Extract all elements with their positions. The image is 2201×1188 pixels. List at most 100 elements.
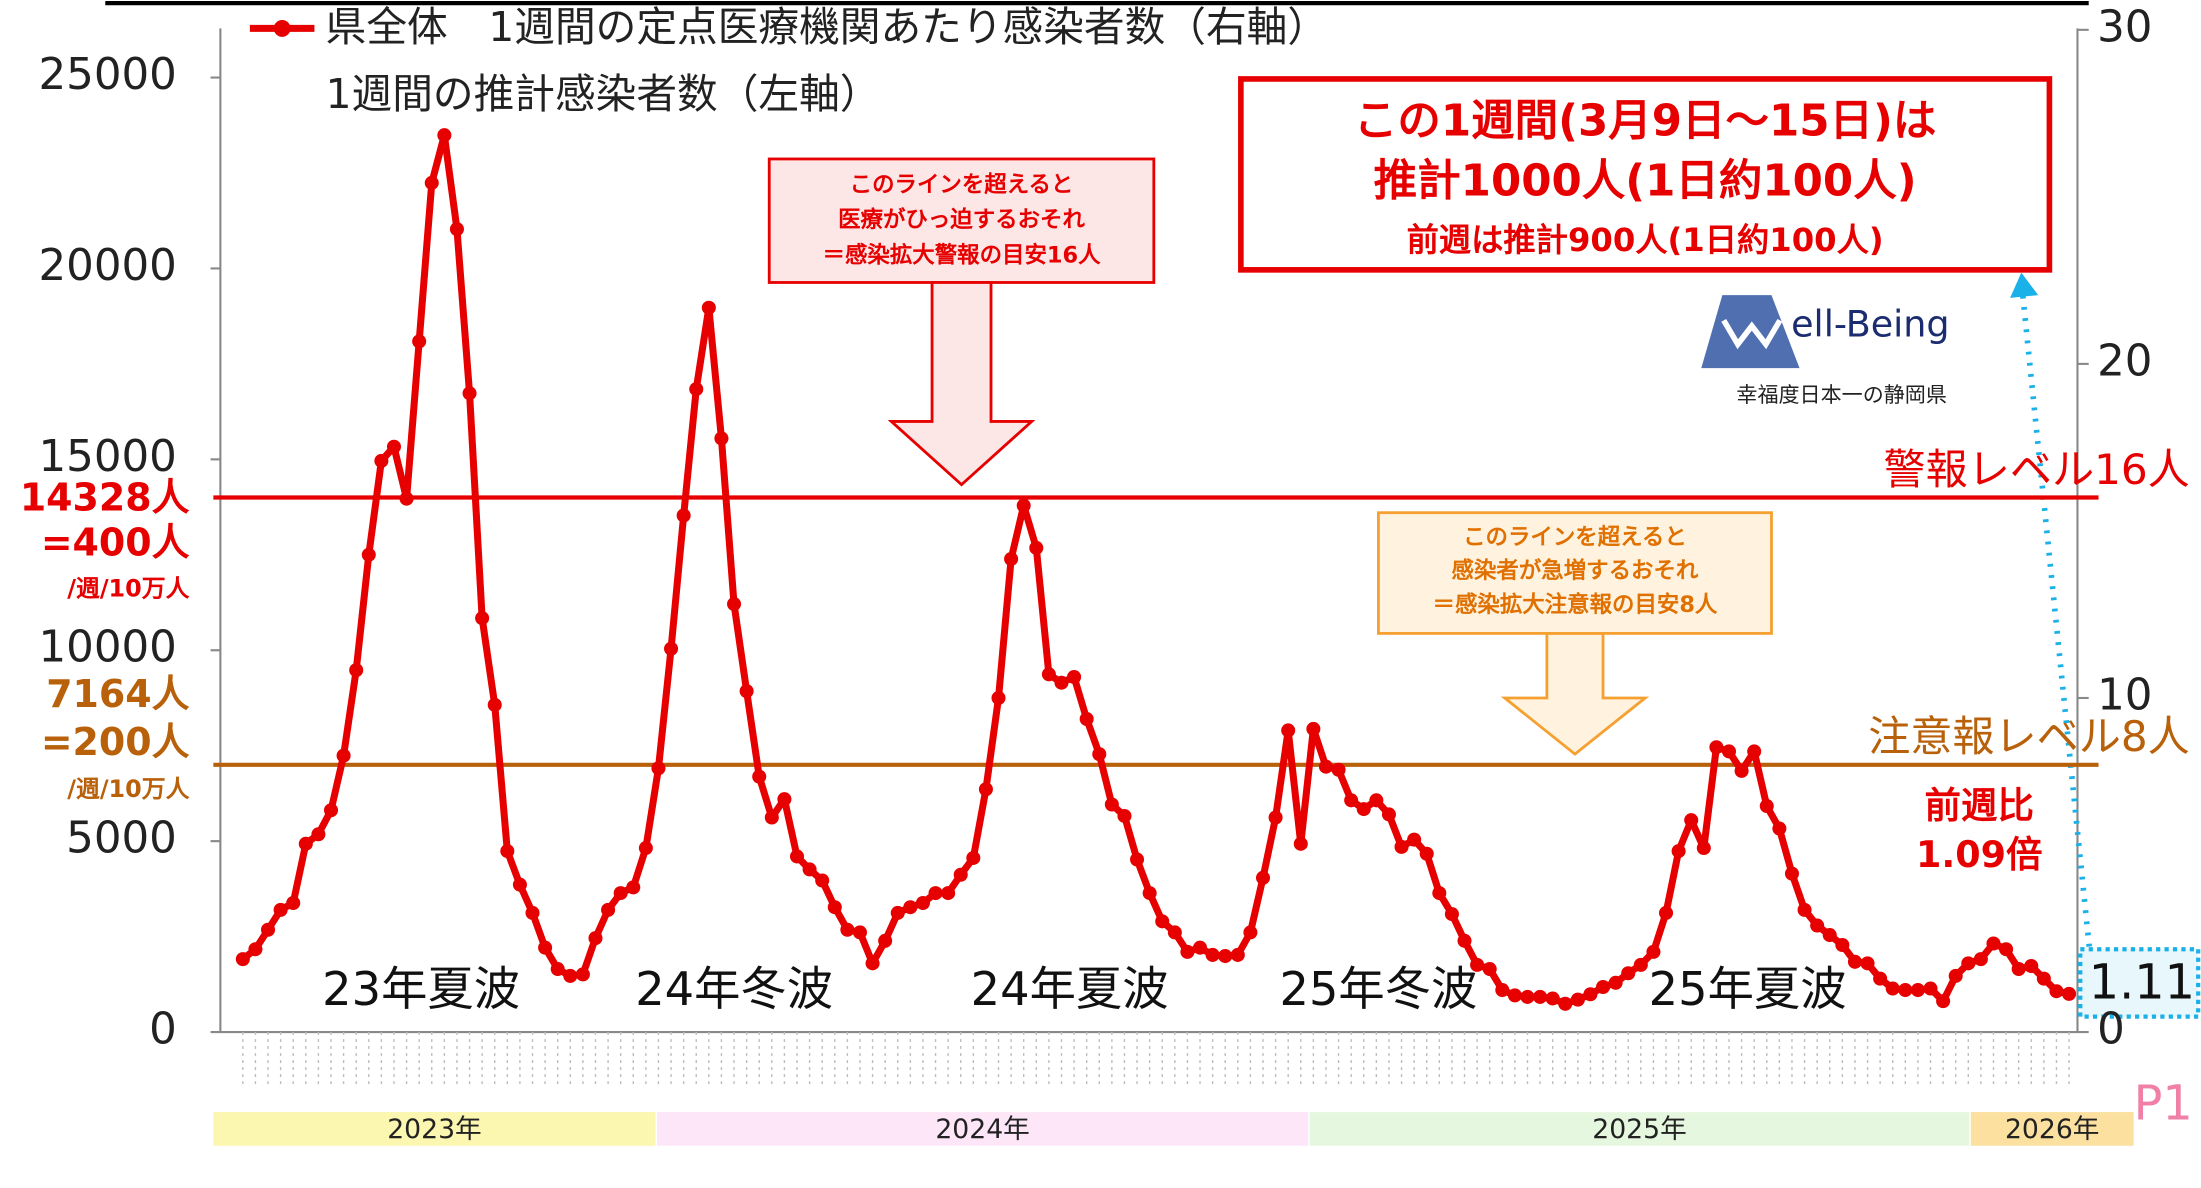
data-point <box>664 641 679 656</box>
data-point <box>575 967 590 982</box>
data-point <box>412 334 427 349</box>
data-point <box>1054 675 1069 690</box>
data-point <box>941 886 956 901</box>
y2-tick-label: 20 <box>2097 336 2152 386</box>
legend-marker <box>273 19 291 37</box>
alert-box <box>767 157 1156 284</box>
data-point <box>261 922 276 937</box>
data-point <box>235 952 250 967</box>
data-point <box>2011 962 2026 977</box>
data-point <box>2036 971 2051 986</box>
reference-left-label: /週/10万人 <box>67 775 189 803</box>
legend-label: 県全体 1週間の定点医療機関あたり感染者数（右軸） <box>326 3 1328 51</box>
data-point <box>2062 986 2077 1001</box>
data-point <box>739 684 754 699</box>
data-point <box>1873 971 1888 986</box>
data-point <box>563 968 578 983</box>
alert-text: ＝感染拡大警報の目安16人 <box>823 241 1102 268</box>
data-point <box>1356 802 1371 817</box>
data-point <box>512 877 527 892</box>
data-point <box>1268 810 1283 825</box>
reference-label: 注意報レベル8人 <box>1868 712 2190 761</box>
y2-tick-label: 30 <box>2097 2 2152 52</box>
summary-text: この1週間(3月9日～15日)は <box>1354 96 1937 146</box>
data-point <box>651 761 666 776</box>
data-point <box>1016 498 1031 513</box>
data-point <box>915 895 930 911</box>
year-band <box>213 1112 656 1146</box>
year-band <box>656 1112 1309 1146</box>
wave-label: 23年夏波 <box>322 962 520 1016</box>
y2-tick-label: 0 <box>2097 1005 2125 1055</box>
data-point <box>298 836 313 851</box>
data-point <box>1545 991 1560 1006</box>
data-point <box>1898 983 1913 998</box>
data-point <box>1784 866 1799 881</box>
data-point <box>1999 942 2014 957</box>
year-label: 2024年 <box>935 1114 1030 1145</box>
data-point <box>1759 799 1774 814</box>
data-point <box>2049 984 2064 999</box>
data-point <box>638 841 653 856</box>
data-point <box>1004 551 1019 567</box>
data-point <box>1860 956 1875 971</box>
data-point <box>1482 962 1497 977</box>
data-point <box>991 690 1006 705</box>
data-point <box>890 905 905 920</box>
data-point <box>1230 947 1245 962</box>
data-point <box>1734 763 1749 778</box>
data-point <box>1973 952 1988 967</box>
data-point <box>1344 793 1359 808</box>
data-point <box>1130 852 1145 867</box>
wave-label: 24年冬波 <box>635 962 833 1016</box>
data-point <box>928 886 943 901</box>
data-point <box>1369 793 1384 808</box>
data-point <box>1797 902 1812 917</box>
data-point <box>1079 711 1094 726</box>
data-point <box>588 931 603 946</box>
data-point <box>752 769 767 784</box>
data-point <box>1306 721 1321 736</box>
reference-left-label: /週/10万人 <box>67 574 189 602</box>
data-point <box>1772 821 1787 836</box>
data-point <box>1167 925 1182 940</box>
logo-w <box>1721 318 1783 350</box>
data-point <box>1444 907 1459 922</box>
data-point <box>1646 944 1661 959</box>
data-point <box>827 900 842 915</box>
caution-text: このラインを超えると <box>1463 524 1687 550</box>
data-point <box>248 942 263 957</box>
data-point <box>1671 844 1686 859</box>
data-point <box>1709 740 1724 755</box>
data-point <box>802 862 817 877</box>
data-point <box>1419 846 1434 861</box>
data-point <box>1659 905 1674 920</box>
reference-left-label: 14328人 <box>20 476 190 520</box>
data-point <box>286 895 301 911</box>
ratio-text: 1.09倍 <box>1916 833 2043 876</box>
data-point <box>1041 667 1056 682</box>
data-point <box>1684 813 1699 828</box>
data-point <box>1381 807 1396 822</box>
reference-left-label: =200人 <box>41 720 190 764</box>
data-point <box>1495 983 1510 998</box>
data-point <box>1520 989 1535 1004</box>
data-point <box>1885 981 1900 996</box>
data-point <box>1029 540 1044 555</box>
latest-text: 1.11 <box>2089 956 2195 1011</box>
data-point <box>2024 958 2039 974</box>
data-point <box>1835 937 1850 953</box>
summary-text: 前週は推計900人(1日約100人) <box>1407 221 1884 259</box>
data-point <box>777 792 792 807</box>
data-point <box>966 850 981 865</box>
caution-text: 感染者が急増するおそれ <box>1452 557 1699 584</box>
data-point <box>1910 983 1925 998</box>
reference-label: 警報レベル16人 <box>1884 445 2190 494</box>
data-point <box>1596 979 1611 995</box>
data-point <box>273 902 288 917</box>
data-point <box>764 810 779 825</box>
data-point <box>840 922 855 937</box>
data-point <box>1558 996 1573 1011</box>
data-point <box>1067 669 1082 684</box>
